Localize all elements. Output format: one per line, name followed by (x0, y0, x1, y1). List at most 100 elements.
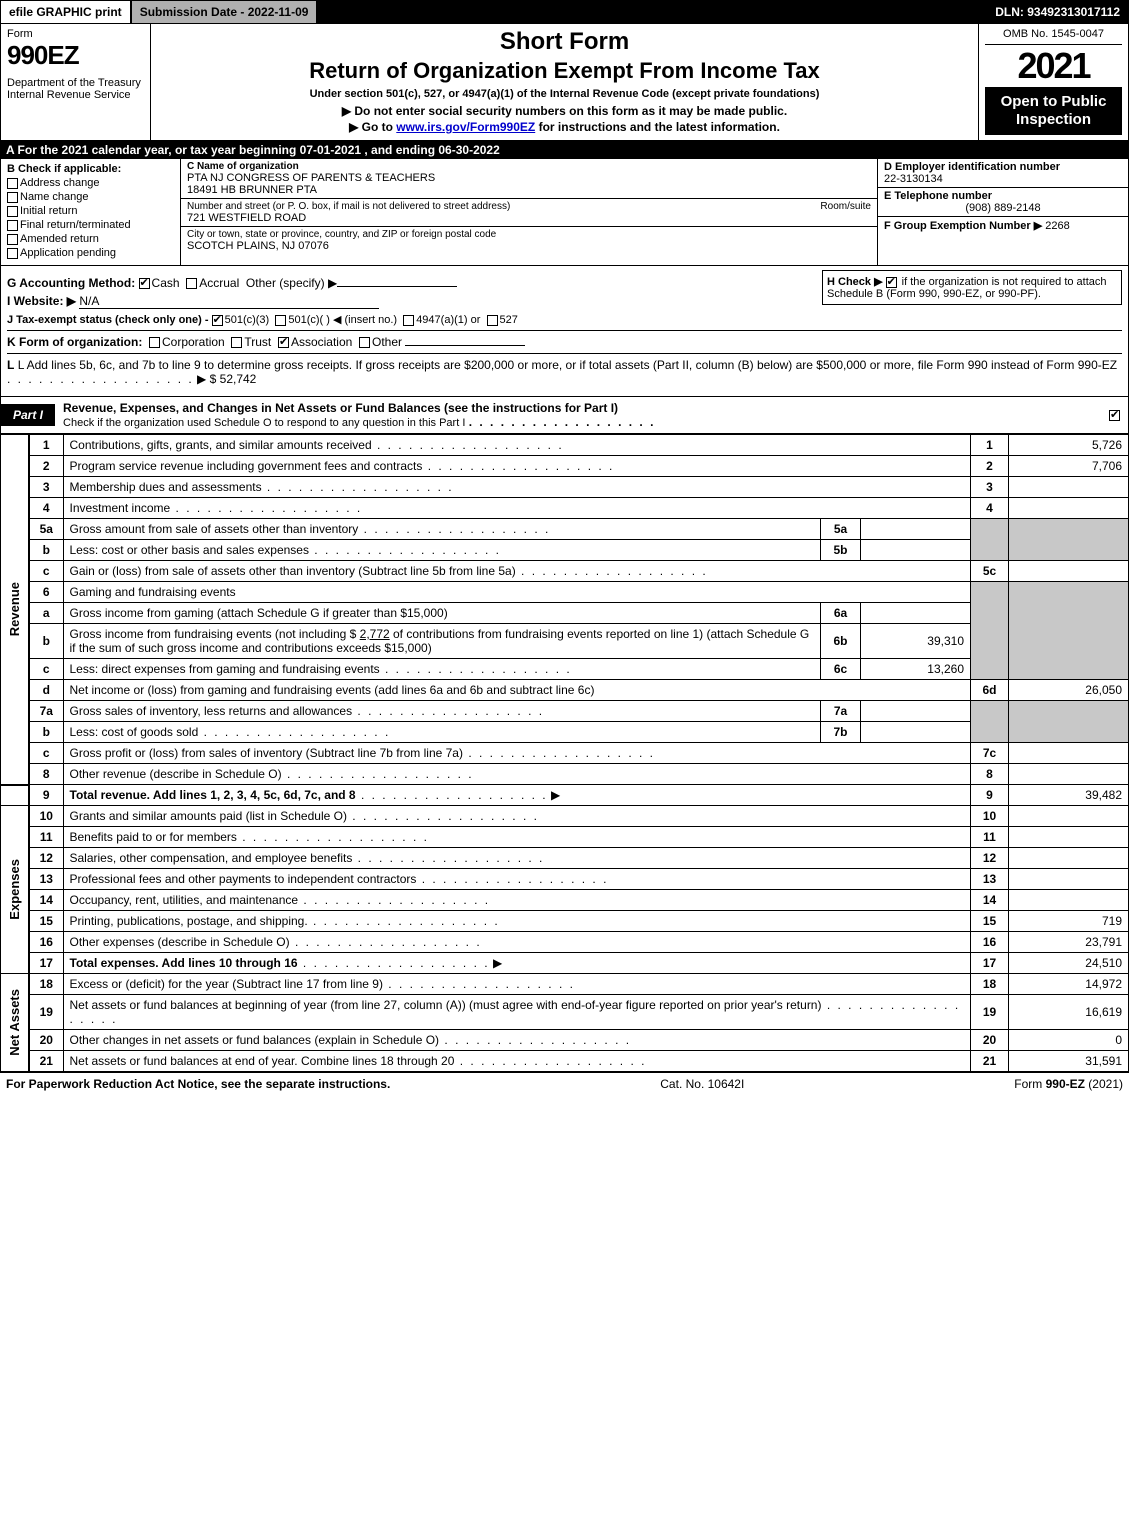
k-other-line[interactable] (405, 345, 525, 346)
section-l: L L Add lines 5b, 6c, and 7b to line 9 t… (7, 353, 1122, 386)
website-value: N/A (79, 294, 379, 309)
cb-501c[interactable] (275, 315, 286, 326)
info-grid: B Check if applicable: Address change Na… (0, 159, 1129, 266)
cb-other[interactable] (359, 337, 370, 348)
cb-527[interactable] (487, 315, 498, 326)
section-j: J Tax-exempt status (check only one) - 5… (7, 313, 1122, 326)
amt-16: 23,791 (1009, 932, 1129, 953)
amt-18: 14,972 (1009, 974, 1129, 995)
line-6b: b Gross income from fundraising events (… (1, 624, 1129, 659)
line-1: Revenue 1 Contributions, gifts, grants, … (1, 435, 1129, 456)
i-label: I Website: ▶ (7, 294, 76, 308)
line-20: 20Other changes in net assets or fund ba… (1, 1030, 1129, 1051)
line-12: 12Salaries, other compensation, and empl… (1, 848, 1129, 869)
part1-header: Part I Revenue, Expenses, and Changes in… (0, 397, 1129, 434)
line-13: 13Professional fees and other payments t… (1, 869, 1129, 890)
header-right: OMB No. 1545-0047 2021 Open to Public In… (978, 24, 1128, 140)
top-bar: efile GRAPHIC print Submission Date - 20… (0, 0, 1129, 24)
cb-trust[interactable] (231, 337, 242, 348)
cb-accrual[interactable] (186, 278, 197, 289)
cb-corp[interactable] (149, 337, 160, 348)
l-dots (7, 372, 194, 386)
amt-19: 16,619 (1009, 995, 1129, 1030)
line-11: 11Benefits paid to or for members11 (1, 827, 1129, 848)
addr-label: Number and street (or P. O. box, if mail… (187, 201, 510, 212)
line-6: 6 Gaming and fundraising events (1, 582, 1129, 603)
part1-checkbox[interactable] (1103, 408, 1128, 422)
form-number: 990EZ (7, 40, 144, 71)
amt-9: 39,482 (1009, 785, 1129, 806)
h-label: H Check ▶ (827, 276, 883, 288)
e-label: E Telephone number (884, 190, 1122, 202)
short-form-title: Short Form (157, 28, 972, 56)
d-label: D Employer identification number (884, 161, 1122, 173)
cb-assoc[interactable] (278, 337, 289, 348)
line-18: Net Assets 18 Excess or (deficit) for th… (1, 974, 1129, 995)
g-other-line[interactable] (337, 286, 457, 287)
footer-right: Form 990-EZ (2021) (1014, 1077, 1123, 1091)
footer-cat: Cat. No. 10642I (660, 1077, 744, 1091)
l-arrow: ▶ $ (197, 372, 216, 386)
org-name-1: PTA NJ CONGRESS OF PARENTS & TEACHERS (187, 172, 871, 184)
line-5b: b Less: cost or other basis and sales ex… (1, 540, 1129, 561)
line-6a: a Gross income from gaming (attach Sched… (1, 603, 1129, 624)
ein-value: 22-3130134 (884, 173, 1122, 185)
goto-pre: ▶ Go to (349, 120, 396, 134)
group-exemption: 2268 (1045, 220, 1069, 232)
part1-tab: Part I (1, 404, 55, 426)
org-name-2: 18491 HB BRUNNER PTA (187, 184, 871, 196)
amt-6c: 13,260 (861, 659, 971, 680)
cb-cash[interactable] (139, 278, 150, 289)
dept-treasury: Department of the Treasury (7, 77, 144, 89)
org-address: 721 WESTFIELD ROAD (187, 212, 871, 224)
amt-17: 24,510 (1009, 953, 1129, 974)
section-b: B Check if applicable: Address change Na… (1, 159, 181, 265)
section-h: H Check ▶ if the organization is not req… (822, 270, 1122, 305)
phone-value: (908) 889-2148 (884, 202, 1122, 214)
form-label: Form (7, 28, 144, 40)
cb-amended[interactable]: Amended return (7, 233, 174, 245)
amt-6d: 26,050 (1009, 680, 1129, 701)
j-label: J Tax-exempt status (check only one) - (7, 314, 209, 326)
page-footer: For Paperwork Reduction Act Notice, see … (0, 1072, 1129, 1095)
form-title: Return of Organization Exempt From Incom… (157, 58, 972, 84)
cb-address-change[interactable]: Address change (7, 177, 174, 189)
cb-501c3[interactable] (212, 315, 223, 326)
irs-link[interactable]: www.irs.gov/Form990EZ (396, 120, 535, 134)
ssn-warning: ▶ Do not enter social security numbers o… (157, 104, 972, 118)
expenses-label: Expenses (7, 859, 22, 920)
amt-5c (1009, 561, 1129, 582)
line-8: 8 Other revenue (describe in Schedule O)… (1, 764, 1129, 785)
section-def: D Employer identification number 22-3130… (878, 159, 1128, 265)
cb-4947[interactable] (403, 315, 414, 326)
under-section: Under section 501(c), 527, or 4947(a)(1)… (157, 88, 972, 100)
goto-instruction: ▶ Go to www.irs.gov/Form990EZ for instru… (157, 120, 972, 134)
line-2: 2 Program service revenue including gove… (1, 456, 1129, 477)
tax-year: 2021 (985, 45, 1122, 87)
line-3: 3 Membership dues and assessments 3 (1, 477, 1129, 498)
section-b-head: B Check if applicable: (7, 163, 174, 175)
efile-label[interactable]: efile GRAPHIC print (1, 1, 132, 23)
cb-pending[interactable]: Application pending (7, 247, 174, 259)
cb-final-return[interactable]: Final return/terminated (7, 219, 174, 231)
amt-4 (1009, 498, 1129, 519)
cb-initial-return[interactable]: Initial return (7, 205, 174, 217)
g-label: G Accounting Method: (7, 276, 135, 290)
section-c: C Name of organization PTA NJ CONGRESS O… (181, 159, 878, 265)
h-checkbox[interactable] (886, 277, 897, 288)
line-19: 19Net assets or fund balances at beginni… (1, 995, 1129, 1030)
amt-2: 7,706 (1009, 456, 1129, 477)
cb-name-change[interactable]: Name change (7, 191, 174, 203)
netassets-label: Net Assets (7, 989, 22, 1056)
amt-6b: 39,310 (861, 624, 971, 659)
section-a: A For the 2021 calendar year, or tax yea… (0, 141, 1129, 159)
amt-21: 31,591 (1009, 1051, 1129, 1072)
line-5a: 5a Gross amount from sale of assets othe… (1, 519, 1129, 540)
line-21: 21Net assets or fund balances at end of … (1, 1051, 1129, 1072)
org-city: SCOTCH PLAINS, NJ 07076 (187, 240, 871, 252)
revenue-label: Revenue (7, 582, 22, 636)
mid-block: H Check ▶ if the organization is not req… (0, 266, 1129, 397)
fundraising-fill: 2,772 (360, 627, 390, 641)
dln-label: DLN: 93492313017112 (987, 1, 1128, 23)
open-public: Open to Public Inspection (985, 87, 1122, 135)
